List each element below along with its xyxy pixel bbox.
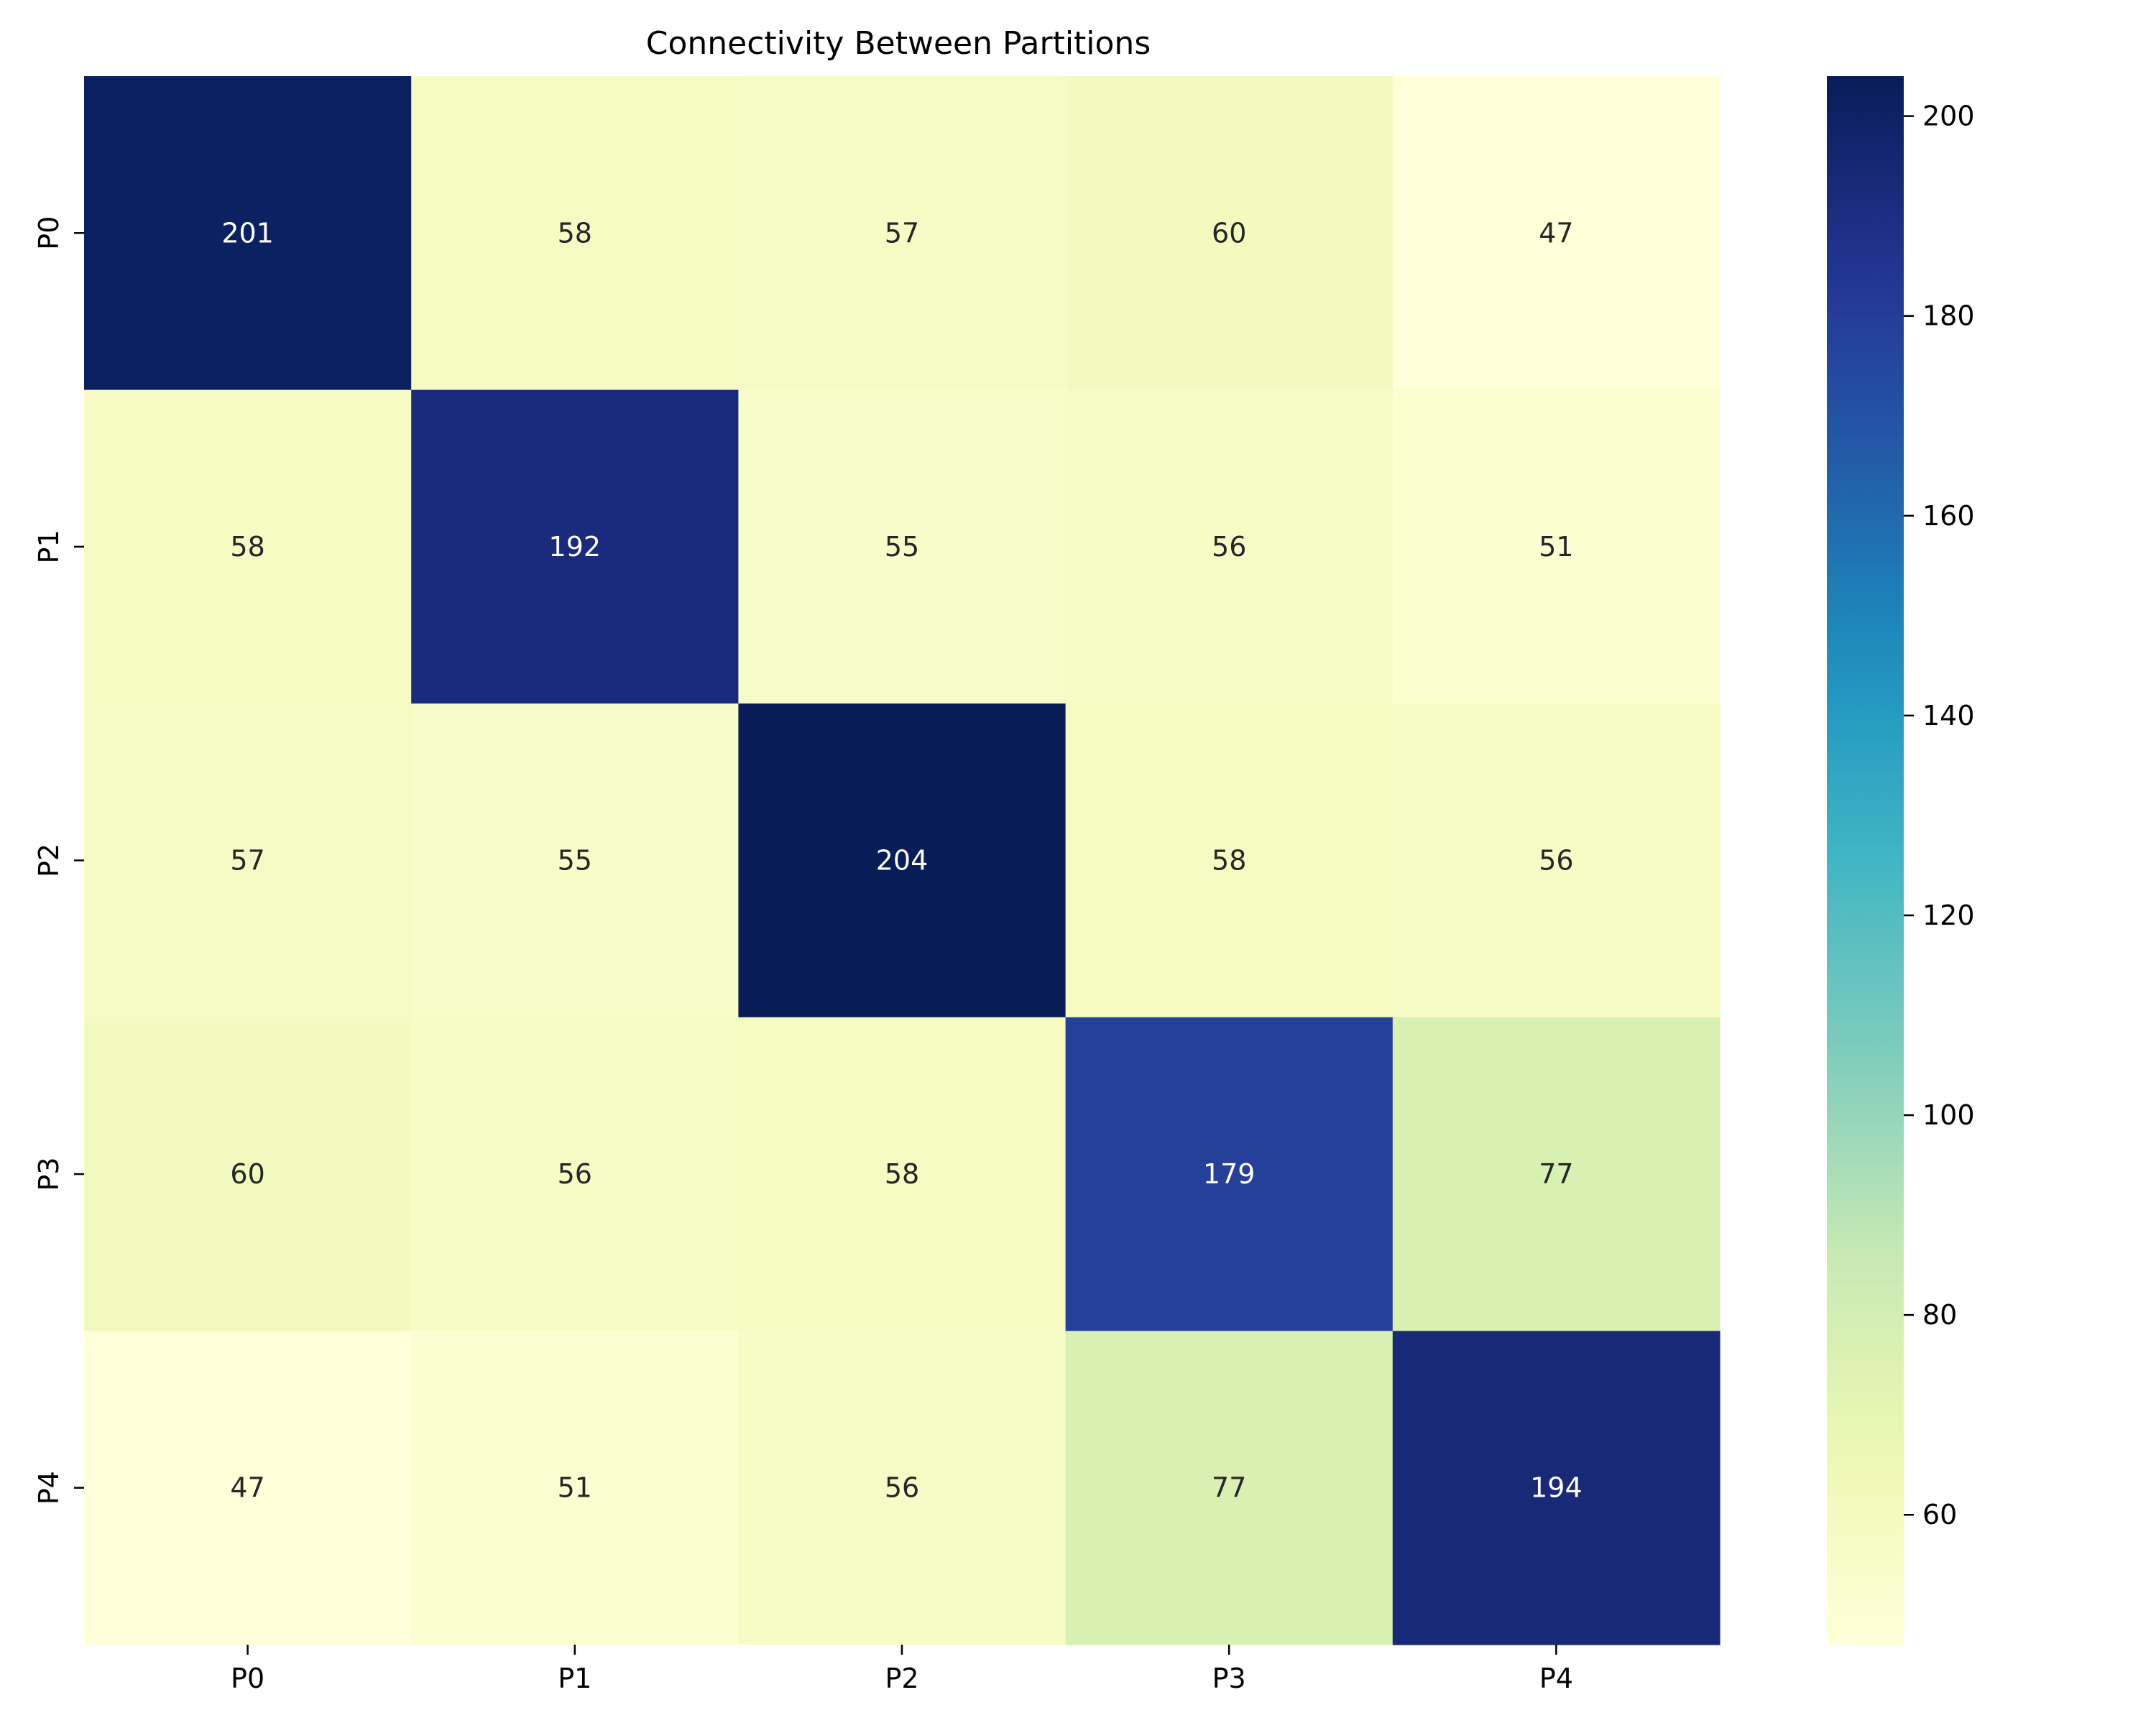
cell-value-label: 56 <box>558 1158 592 1190</box>
heatmap-cell <box>1392 1331 1720 1645</box>
heatmap-cell <box>738 76 1067 391</box>
colorbar-tick-label: 120 <box>1922 900 1975 931</box>
cell-value-label: 56 <box>1212 531 1246 563</box>
y-tick-label: P0 <box>33 216 65 250</box>
x-axis: P0 P1 P2 P3 P4 <box>231 1645 1573 1694</box>
heatmap-cell <box>84 1017 412 1331</box>
cell-value-label: 51 <box>558 1472 592 1504</box>
cell-value-label: 58 <box>558 217 592 249</box>
cell-value-label: 51 <box>1539 531 1573 563</box>
x-tick-label: P1 <box>558 1663 591 1694</box>
y-tick-label: P4 <box>33 1471 65 1505</box>
cell-value-label: 47 <box>230 1472 264 1504</box>
cell-value-label: 179 <box>1203 1158 1256 1190</box>
y-axis: P0 P1 P2 P3 P4 <box>33 216 84 1505</box>
heatmap-cell <box>84 703 412 1018</box>
cell-value-label: 58 <box>885 1158 919 1190</box>
heatmap-cell <box>1065 1331 1393 1645</box>
colorbar-tick-label: 200 <box>1922 101 1975 132</box>
x-tick-label: P0 <box>231 1663 264 1694</box>
heatmap-cell <box>84 389 412 704</box>
heatmap-cell <box>738 703 1067 1018</box>
cell-value-label: 204 <box>876 845 929 877</box>
heatmap-cell <box>1392 1017 1720 1331</box>
cell-value-label: 60 <box>1212 217 1246 249</box>
cell-value-label: 77 <box>1539 1158 1573 1190</box>
heatmap-cell <box>411 76 739 391</box>
heatmap-cell <box>411 389 739 704</box>
cell-value-label: 55 <box>558 845 592 877</box>
cell-value-label: 55 <box>885 531 919 563</box>
cell-value-label: 57 <box>885 217 919 249</box>
heatmap-cell <box>1392 389 1720 704</box>
y-tick-label: P1 <box>33 530 65 563</box>
heatmap-cell <box>411 1331 739 1645</box>
colorbar-tick-label: 100 <box>1922 1099 1975 1131</box>
heatmap-cell <box>411 703 739 1018</box>
cell-value-label: 58 <box>1212 845 1246 877</box>
colorbar-scale <box>1827 76 1904 1645</box>
cell-value-label: 57 <box>230 845 264 877</box>
cell-value-label: 77 <box>1212 1472 1246 1504</box>
y-tick-label: P3 <box>33 1158 65 1191</box>
heatmap-cell <box>1065 703 1393 1018</box>
cell-value-label: 56 <box>1539 845 1573 877</box>
heatmap-cell <box>738 389 1067 704</box>
colorbar-tick-label: 140 <box>1922 700 1975 731</box>
heatmap-cell <box>1392 76 1720 391</box>
cell-value-label: 192 <box>549 531 602 563</box>
x-tick-label: P4 <box>1539 1663 1573 1694</box>
colorbar-ticks: 60 80 100 120 140 160 180 200 <box>1904 101 1975 1530</box>
x-tick-label: P2 <box>885 1663 918 1694</box>
cell-value-label: 194 <box>1530 1472 1583 1504</box>
cell-value-label: 47 <box>1539 217 1573 249</box>
colorbar: 60 80 100 120 140 160 180 200 <box>1827 76 1975 1645</box>
colorbar-tick-label: 180 <box>1922 300 1975 332</box>
colorbar-tick-label: 60 <box>1922 1499 1957 1530</box>
colorbar-tick-label: 80 <box>1922 1299 1957 1331</box>
heatmap-cell <box>84 76 412 391</box>
y-tick-label: P2 <box>33 844 65 877</box>
cell-value-label: 58 <box>230 531 264 563</box>
x-tick-label: P3 <box>1212 1663 1246 1694</box>
chart-title: Connectivity Between Partitions <box>646 25 1151 62</box>
heatmap-cell <box>411 1017 739 1331</box>
heatmap-cell <box>1065 76 1393 391</box>
heatmap-cell <box>738 1017 1067 1331</box>
heatmap-cell <box>1065 389 1393 704</box>
cell-value-labels: 201 58 57 60 47 58 192 55 56 51 57 55 204 58 56 60 56 58 1… <box>221 217 1582 1503</box>
cell-value-label: 56 <box>885 1472 919 1504</box>
heatmap-cell <box>738 1331 1067 1645</box>
heatmap-cell <box>1392 703 1720 1018</box>
heatmap-cells <box>84 76 1720 1645</box>
heatmap-cell <box>84 1331 412 1645</box>
cell-value-label: 201 <box>221 217 274 249</box>
heatmap-cell <box>1065 1017 1393 1331</box>
colorbar-tick-label: 160 <box>1922 500 1975 532</box>
cell-value-label: 60 <box>230 1158 264 1190</box>
